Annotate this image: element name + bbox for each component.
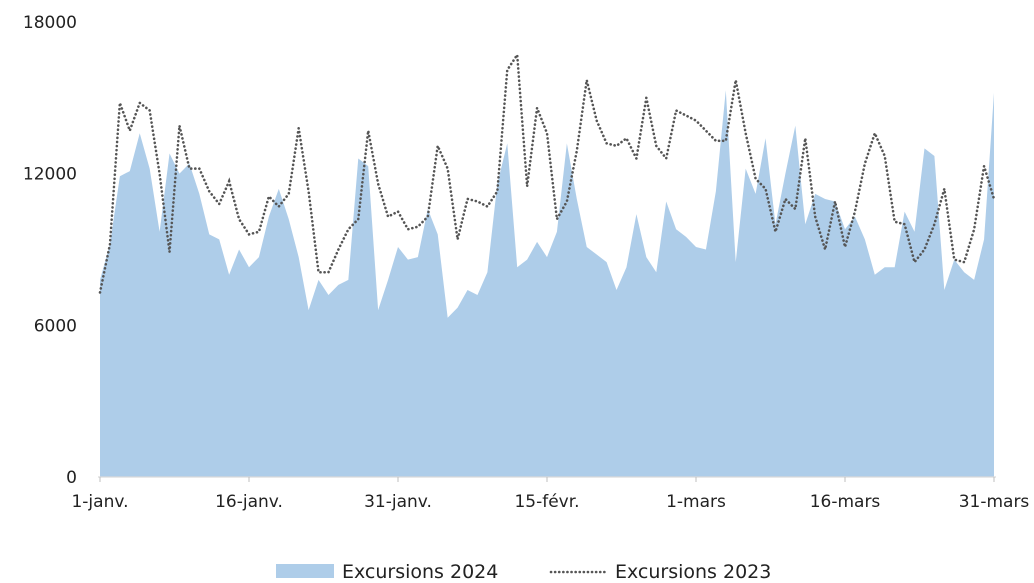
x-tick-label: 31-janv. [364,492,432,512]
x-tick-label: 1-mars [666,492,726,512]
legend-label: Excursions 2023 [615,561,771,583]
y-tick-label: 6000 [34,316,77,336]
y-tick-label: 0 [66,468,77,488]
x-tick-label: 16-mars [810,492,881,512]
series-layer [98,50,996,477]
x-tick-label: 1-janv. [71,492,128,512]
y-tick-label: 18000 [23,13,77,33]
line-series-2023 [98,50,996,294]
x-tick-label: 31-mars [959,492,1030,512]
legend-swatch-area [276,564,334,578]
x-tick-labels: 1-janv. 16-janv. 31-janv. 15-févr. 1-mars 16-… [71,477,1029,512]
legend-label: Excursions 2024 [342,561,498,583]
x-tick-label: 15-févr. [514,492,579,512]
legend: Excursions 2024 Excursions 2023 [276,561,771,583]
y-tick-labels: 0 6000 12000 18000 [23,13,77,488]
y-tick-label: 12000 [23,165,77,185]
area-series-2024 [100,90,994,477]
x-tick-label: 16-janv. [215,492,283,512]
